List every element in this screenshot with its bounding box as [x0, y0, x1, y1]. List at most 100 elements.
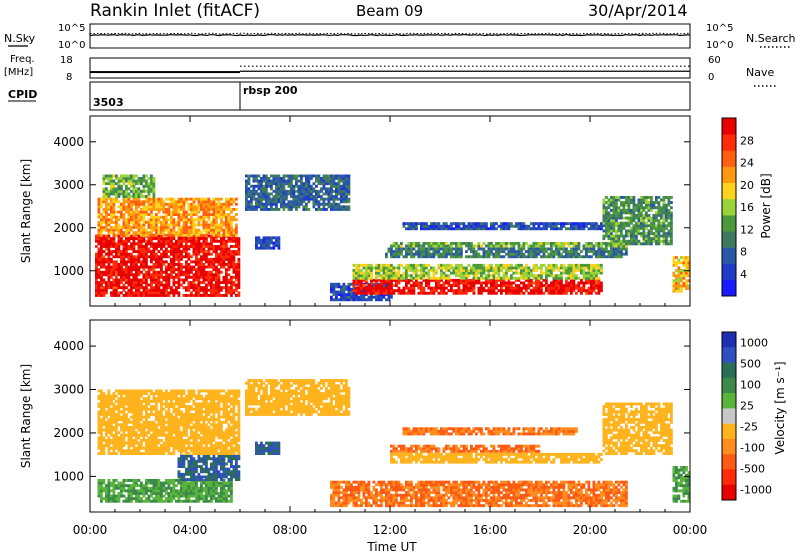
heatmap-cell [595, 276, 598, 280]
heatmap-cell [455, 244, 458, 248]
heatmap-cell [610, 239, 613, 243]
heatmap-cell [642, 226, 646, 230]
heatmap-cell [110, 218, 113, 222]
heatmap-cell [460, 276, 463, 280]
heatmap-cell [195, 205, 198, 209]
heatmap-cell [440, 274, 443, 278]
heatmap-cell [645, 234, 648, 238]
heatmap-cell [340, 298, 343, 302]
heatmap-cell [490, 224, 493, 228]
heatmap-cell [320, 208, 323, 211]
heatmap-cell [302, 182, 306, 186]
heatmap-cell [567, 286, 571, 290]
heatmap-cell [515, 252, 518, 256]
heatmap-cell [285, 205, 288, 209]
heatmap-cell [142, 245, 146, 248]
heatmap-cell [445, 242, 448, 245]
heatmap-cell [172, 294, 176, 297]
heatmap-cell [652, 232, 656, 235]
heatmap-cell [452, 278, 456, 282]
heatmap-cell [267, 192, 271, 196]
heatmap-cell [152, 202, 156, 206]
heatmap-cell [190, 268, 193, 272]
heatmap-cell [650, 208, 653, 212]
heatmap-cell [140, 215, 143, 219]
heatmap-cell [575, 242, 578, 245]
heatmap-cell [595, 263, 598, 267]
heatmap-cell [512, 286, 516, 290]
heatmap-cell [302, 192, 306, 196]
heatmap-cell [642, 219, 646, 223]
heatmap-cell [652, 221, 656, 225]
heatmap-cell [175, 250, 178, 253]
heatmap-cell [142, 281, 146, 284]
heatmap-cell [447, 263, 451, 267]
heatmap-cell [582, 271, 586, 275]
heatmap-cell [620, 226, 623, 230]
heatmap-cell [305, 184, 308, 188]
heatmap-cell [420, 269, 423, 272]
heatmap-cell [272, 208, 276, 211]
heatmap-cell [477, 227, 481, 231]
heatmap-cell [132, 237, 136, 241]
heatmap-cell [140, 177, 143, 180]
heatmap-cell [190, 255, 193, 259]
heatmap-cell [165, 260, 168, 264]
heatmap-cell [115, 187, 118, 191]
heatmap-cell [150, 281, 153, 284]
heatmap-cell [560, 278, 563, 282]
heatmap-cell [117, 263, 121, 266]
heatmap-cell [627, 196, 631, 199]
heatmap-cell [402, 224, 406, 228]
heatmap-cell [282, 177, 286, 180]
heatmap-cell [537, 252, 541, 256]
heatmap-cell [125, 242, 128, 246]
heatmap-cell [650, 239, 653, 243]
heatmap-cell [507, 250, 511, 253]
heatmap-cell [465, 227, 468, 231]
heatmap-cell [545, 278, 548, 282]
heatmap-cell [447, 252, 451, 256]
freq-frame [89, 57, 691, 79]
heatmap-cell [597, 266, 601, 270]
heatmap-cell [257, 202, 261, 206]
heatmap-cell [672, 256, 676, 259]
heatmap-cell [545, 281, 548, 285]
heatmap-cell [495, 286, 498, 290]
heatmap-cell [150, 291, 153, 295]
heatmap-cell [257, 241, 261, 245]
heatmap-cell [647, 201, 651, 204]
heatmap-cell [102, 200, 106, 204]
heatmap-cell [150, 182, 153, 186]
heatmap-cell [132, 263, 136, 266]
heatmap-cell [277, 182, 281, 186]
heatmap-cell [125, 208, 128, 211]
heatmap-cell [97, 294, 101, 297]
heatmap-cell [115, 177, 118, 180]
heatmap-cell [297, 202, 301, 206]
heatmap-cell [500, 242, 503, 245]
heatmap-cell [675, 261, 678, 265]
heatmap-cell [120, 489, 123, 493]
heatmap-cell [565, 247, 568, 251]
heatmap-cell [202, 278, 206, 282]
heatmap-cell [107, 255, 111, 259]
heatmap-cell [257, 205, 261, 209]
heatmap-cell [365, 298, 368, 302]
heatmap-cell [552, 266, 556, 270]
heatmap-cell [380, 284, 383, 287]
heatmap-cell [155, 265, 158, 269]
heatmap-cell [535, 291, 538, 295]
heatmap-cell [120, 270, 123, 274]
heatmap-cell [227, 231, 231, 235]
heatmap-cell [662, 226, 666, 230]
heatmap-cell [525, 289, 528, 293]
heatmap-cell [375, 269, 378, 272]
heatmap-cell [550, 269, 553, 272]
heatmap-cell [180, 228, 183, 232]
heatmap-cell [112, 187, 116, 191]
heatmap-cell [345, 177, 348, 180]
heatmap-cell [227, 273, 231, 277]
heatmap-cell [407, 269, 411, 272]
heatmap-cell [195, 237, 198, 241]
